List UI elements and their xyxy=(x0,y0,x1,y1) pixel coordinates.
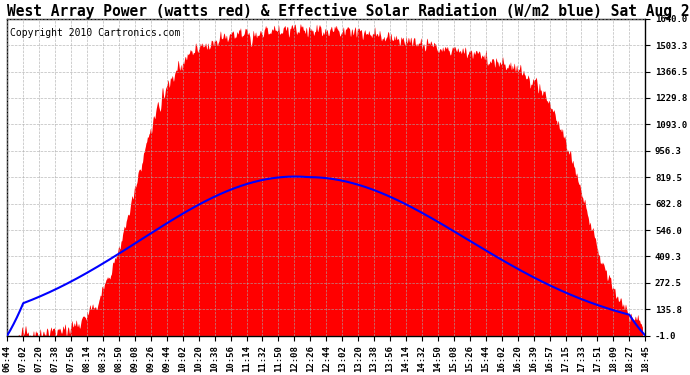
Text: West Array Power (watts red) & Effective Solar Radiation (W/m2 blue) Sat Aug 28 : West Array Power (watts red) & Effective… xyxy=(8,3,690,19)
Text: Copyright 2010 Cartronics.com: Copyright 2010 Cartronics.com xyxy=(10,28,181,38)
